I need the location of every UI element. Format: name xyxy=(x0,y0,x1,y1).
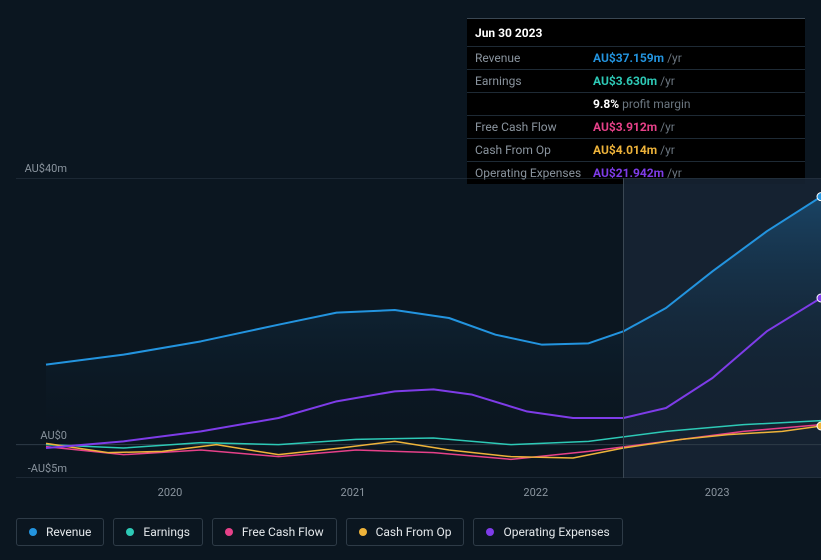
legend-item[interactable]: Free Cash Flow xyxy=(212,518,337,546)
tooltip-row: RevenueAU$37.159m/yr xyxy=(467,46,805,69)
x-axis-label: 2021 xyxy=(341,486,366,499)
tooltip-suffix: /yr xyxy=(667,51,682,65)
legend-label: Revenue xyxy=(46,525,91,539)
series-end-marker xyxy=(817,193,821,201)
tooltip-margin-label: profit margin xyxy=(622,97,690,111)
tooltip-value: AU$37.159m xyxy=(593,51,664,65)
tooltip-suffix: /yr xyxy=(660,143,675,157)
tooltip-label: Cash From Op xyxy=(475,143,593,157)
x-axis-label: 2020 xyxy=(158,486,183,499)
tooltip-suffix: /yr xyxy=(660,74,675,88)
tooltip-row: 9.8%profit margin xyxy=(467,92,805,115)
series-end-marker xyxy=(817,422,821,430)
tooltip-box: Jun 30 2023 RevenueAU$37.159m/yrEarnings… xyxy=(467,18,805,184)
legend-dot-icon xyxy=(225,528,233,536)
legend-dot-icon xyxy=(359,528,367,536)
tooltip-row: Cash From OpAU$4.014m/yr xyxy=(467,138,805,161)
legend: Revenue Earnings Free Cash Flow Cash From O… xyxy=(16,518,623,546)
tooltip-margin-pct: 9.8% xyxy=(593,97,619,111)
x-axis-label: 2022 xyxy=(523,486,548,499)
legend-label: Free Cash Flow xyxy=(242,525,324,539)
tooltip-value: AU$3.912m xyxy=(593,120,657,134)
tooltip-value: AU$4.014m xyxy=(593,143,657,157)
tooltip-row: EarningsAU$3.630m/yr xyxy=(467,69,805,92)
series-end-marker xyxy=(817,294,821,302)
legend-label: Operating Expenses xyxy=(503,525,609,539)
tooltip-date: Jun 30 2023 xyxy=(467,19,805,46)
legend-item[interactable]: Earnings xyxy=(113,518,203,546)
tooltip-value: AU$3.630m xyxy=(593,74,657,88)
legend-item[interactable]: Operating Expenses xyxy=(473,518,622,546)
hover-line xyxy=(623,178,624,478)
tooltip-label xyxy=(475,97,593,111)
tooltip-label: Earnings xyxy=(475,74,593,88)
legend-label: Cash From Op xyxy=(376,525,452,539)
legend-label: Earnings xyxy=(143,525,190,539)
x-axis-label: 2023 xyxy=(705,486,730,499)
legend-item[interactable]: Revenue xyxy=(16,518,104,546)
legend-item[interactable]: Cash From Op xyxy=(346,518,465,546)
tooltip-suffix: /yr xyxy=(660,120,675,134)
financial-chart xyxy=(16,178,821,478)
legend-dot-icon xyxy=(486,528,494,536)
y-axis-label: AU$40m xyxy=(12,162,67,175)
tooltip-row: Free Cash FlowAU$3.912m/yr xyxy=(467,115,805,138)
tooltip-label: Revenue xyxy=(475,51,593,65)
tooltip-label: Free Cash Flow xyxy=(475,120,593,134)
legend-dot-icon xyxy=(29,528,37,536)
legend-dot-icon xyxy=(126,528,134,536)
